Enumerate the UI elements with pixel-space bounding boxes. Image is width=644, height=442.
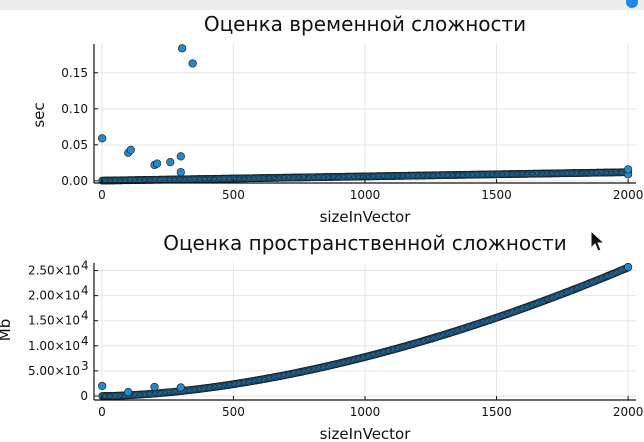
x-tick-label: 0 [98,188,106,202]
axes [93,44,636,184]
data-point-outlier [624,262,633,272]
y-tick-label: 0.10 [61,102,88,116]
data-point-outlier [178,44,187,53]
data-point-outlier [176,383,185,392]
y-axis-label: Mb [0,319,14,341]
y-tick-label: 0.00 [61,174,88,188]
x-tick-label: 1500 [481,405,512,419]
mouse-pointer-icon [590,230,606,252]
chart-title: Оценка пространственной сложности [163,231,567,255]
data-point-outlier [150,382,159,392]
y-tick-label: 1.50×10 [28,314,80,328]
data-point-outlier [176,152,185,161]
y-tick-exponent: 4 [81,309,89,323]
x-axis-label: sizeInVector [320,208,412,226]
y-tick-label: 0.05 [61,138,88,152]
x-tick-label: 0 [98,405,106,419]
y-tick-exponent: 3 [81,359,89,373]
y-axis-label: sec [30,102,48,127]
status-dot-icon [626,0,638,8]
data-point-outlier [126,145,135,154]
data-point-outlier [166,158,175,167]
x-tick-label: 2000 [613,405,644,419]
x-tick-label: 1000 [350,188,381,202]
y-tick-label: 0 [80,389,88,403]
data-point-outlier [98,134,107,143]
x-tick-label: 500 [222,405,245,419]
tick-labels: 0 500 1000 1500 2000 0.00 0.05 0.10 0.15 [61,66,643,202]
x-tick-label: 1500 [481,188,512,202]
grid [94,44,636,183]
x-tick-label: 500 [222,188,245,202]
x-axis-label: sizeInVector [320,425,412,442]
data-point-outlier [624,165,633,174]
y-tick-label: 1.00×10 [28,339,80,353]
data-point-outlier [188,59,197,68]
data-points [98,262,633,400]
data-points [98,44,633,185]
x-tick-label: 1000 [350,405,381,419]
x-tick-label: 2000 [613,188,644,202]
y-tick-label: 0.15 [61,66,88,80]
axes [93,263,636,401]
space-complexity-chart: Оценка пространственной сложности 0 500 10… [0,231,643,442]
y-tick-exponent: 4 [81,284,89,298]
y-tick-label: 5.00×10 [28,364,80,378]
y-tick-label: 2.00×10 [28,289,80,303]
grid [94,263,636,400]
time-complexity-chart: Оценка временной сложности 0 500 1000 1500 2… [30,12,643,226]
y-tick-exponent: 4 [81,334,89,348]
window-top-bar [0,0,644,10]
y-tick-exponent: 4 [81,259,89,273]
data-point-outlier [98,381,107,391]
data-point-outlier [124,387,133,397]
data-point-outlier [153,159,162,168]
y-tick-label: 2.50×10 [28,264,80,278]
data-point-outlier [176,168,185,177]
chart-title: Оценка временной сложности [204,12,526,36]
